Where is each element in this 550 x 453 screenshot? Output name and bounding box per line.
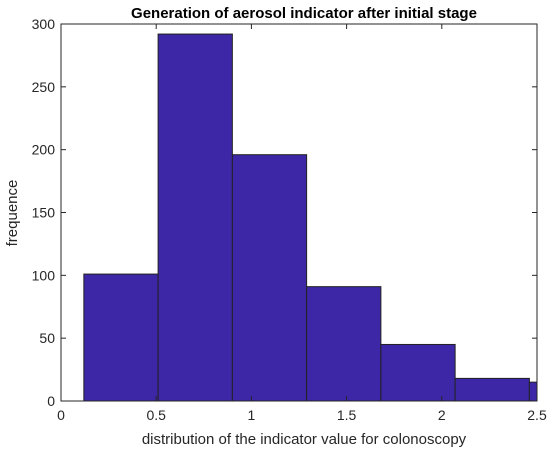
histogram-bar-1 [83, 273, 159, 402]
x-tick-label: 2 [438, 407, 446, 423]
x-tick-label: 2.5 [527, 407, 547, 423]
bars-group [83, 33, 538, 402]
x-axis-label: distribution of the indicator value for … [142, 431, 467, 448]
y-tick-label: 50 [39, 330, 55, 346]
x-tick-label: 0.5 [146, 407, 166, 423]
histogram-bar-5 [380, 343, 456, 402]
histogram-bar-4 [306, 286, 382, 402]
histogram-bar-7 [528, 381, 538, 402]
chart-title: Generation of aerosol indicator after in… [131, 5, 477, 22]
x-tick-label: 0 [57, 407, 65, 423]
x-tick-label: 1 [248, 407, 256, 423]
y-tick-label: 100 [32, 267, 56, 283]
histogram-bar-3 [231, 154, 308, 402]
y-tick-label: 250 [32, 79, 56, 95]
y-axis-ticks: 0 50 100 150 200 250 300 [32, 16, 537, 409]
y-tick-label: 300 [32, 16, 56, 32]
y-axis-label: frequence [4, 180, 21, 247]
histogram-bar-6 [454, 377, 530, 402]
x-tick-label: 1.5 [337, 407, 357, 423]
y-tick-label: 200 [32, 142, 56, 158]
y-tick-label: 150 [32, 205, 56, 221]
y-tick-label: 0 [47, 393, 55, 409]
histogram-bar-2 [157, 33, 233, 402]
x-axis-ticks: 0 0.5 1 1.5 2 2.5 [57, 24, 547, 423]
